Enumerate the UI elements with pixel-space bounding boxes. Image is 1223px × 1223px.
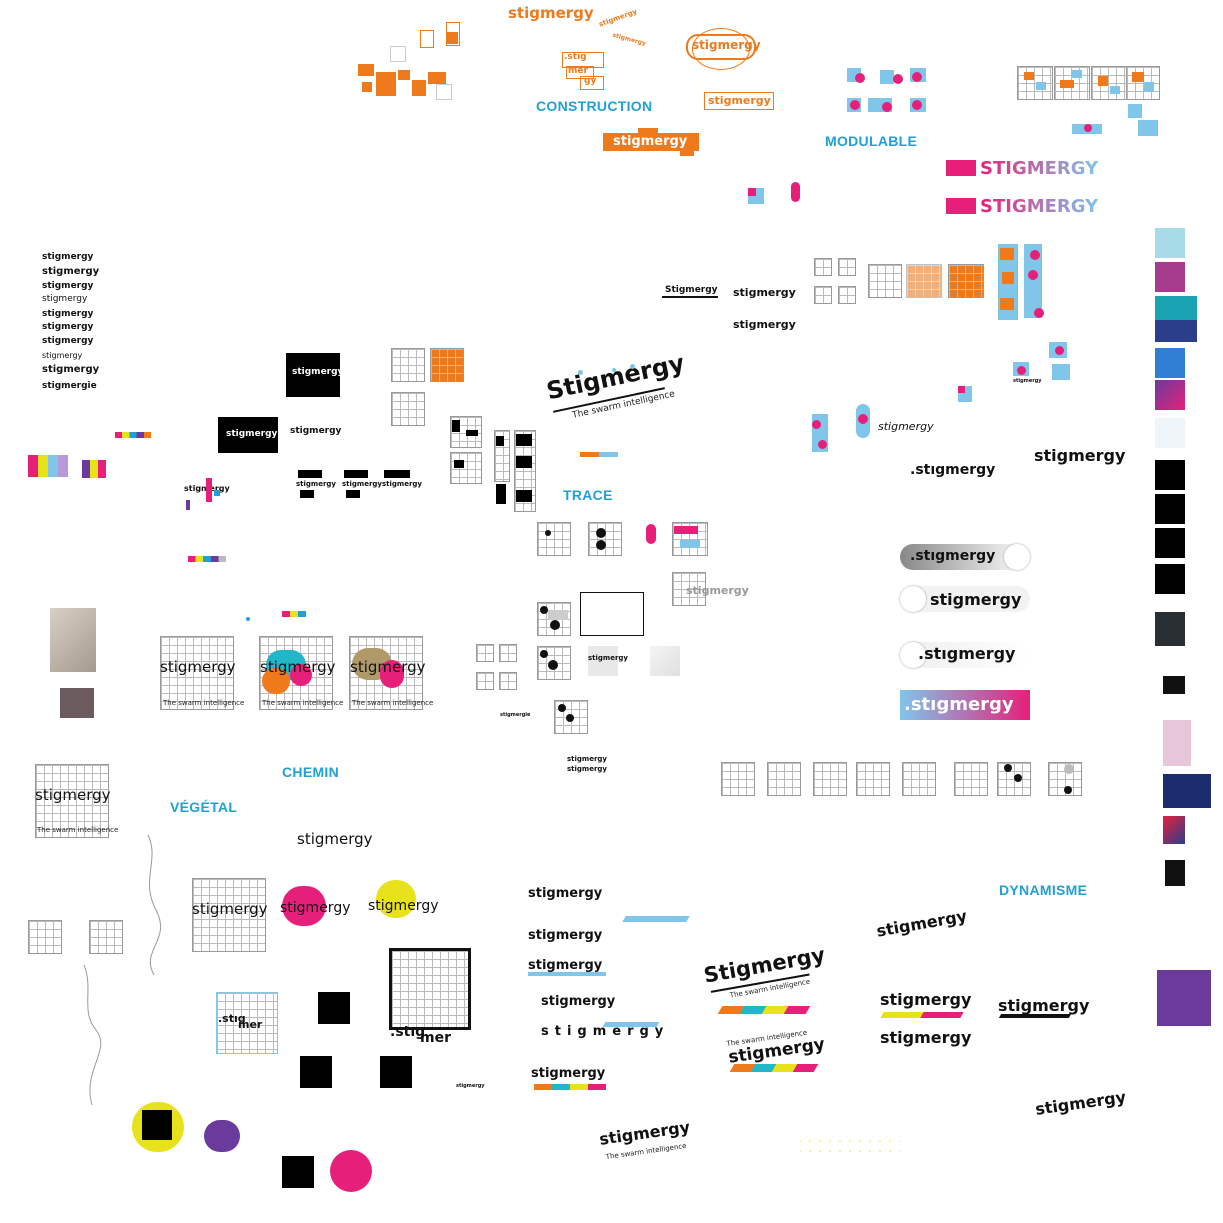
photo-sign: [50, 608, 96, 672]
construction-stacked-logo: .stıg mer gy: [562, 52, 604, 90]
wordlist-item: stigmergy: [42, 322, 94, 332]
construction-logo-scatter-2: stigmergy: [611, 31, 647, 48]
pink-pattern-icon[interactable]: [1163, 720, 1191, 766]
logo-medium-2: stigmergy: [733, 318, 796, 331]
purple-app-icon[interactable]: [1157, 970, 1211, 1026]
layers-icon[interactable]: [1155, 228, 1185, 258]
modulable-italic-logo: stigmergy: [878, 420, 934, 433]
toggle-colored: .stıgmergy: [900, 690, 1030, 720]
navy-card-icon[interactable]: [1155, 320, 1197, 342]
logo-large-right: stigmergy: [1034, 446, 1126, 465]
dark-photo-icon[interactable]: [1155, 612, 1185, 646]
logo-variant-dot: .stıgmergy: [910, 462, 996, 478]
k-icon[interactable]: [1165, 860, 1185, 886]
wordlist-item: stigmergy: [42, 336, 94, 346]
vine-lines: [83, 834, 162, 1106]
construction-filled-logo: stigmergy: [603, 133, 699, 151]
yellow-grid: [800, 1132, 900, 1154]
wordlist-item: stigmergy: [42, 252, 94, 262]
wordlist-item: stigmergy: [42, 294, 88, 304]
nodes-icon[interactable]: [1155, 528, 1185, 558]
construction-logo-top: stigmergy: [508, 4, 594, 22]
section-dynamisme: DYNAMISME: [999, 882, 1088, 898]
toggle-white: .stıgmergy: [900, 642, 1030, 668]
keyboard-icon[interactable]: [1163, 774, 1211, 808]
photo-device: [60, 688, 94, 718]
light-icon[interactable]: [1155, 418, 1185, 448]
wordlist-item: stigmergy: [42, 309, 94, 319]
wordlist-item: stigmergy: [42, 364, 100, 375]
document-icon[interactable]: [1155, 564, 1185, 594]
construction-outline-arc: [692, 28, 750, 70]
section-trace: TRACE: [563, 487, 613, 503]
grid-glyph-icon[interactable]: [1163, 676, 1185, 694]
section-modulable: MODULABLE: [825, 133, 918, 149]
construction-logo-scatter: stigmergy: [597, 7, 639, 29]
swirl-icon[interactable]: [1155, 460, 1185, 490]
black-logo-card-1: stigmergy: [286, 353, 343, 397]
dynamisme-logo-tilted-1: stigmergy: [875, 906, 969, 941]
section-chemin: CHEMIN: [282, 764, 340, 780]
home-icon[interactable]: [1155, 494, 1185, 524]
purple-gradient-icon[interactable]: [1155, 380, 1185, 410]
trace-empty-frame: [580, 592, 644, 636]
logo-medium-1: stigmergy: [733, 286, 796, 299]
square-icon[interactable]: [1155, 262, 1185, 292]
wordlist-item: stigmergy: [42, 281, 94, 291]
construction-boxed-logo: stigmergy: [704, 92, 774, 110]
toggle-light: stigmergy: [900, 586, 1030, 612]
black-logo-card-2: stigmergy: [218, 417, 278, 453]
section-construction: CONSTRUCTION: [536, 98, 653, 114]
toggle-gradient: .stıgmergy: [900, 544, 1030, 570]
small-logo-boxed: Stigmergy: [665, 285, 718, 295]
wordlist-item: stigmergy: [42, 266, 100, 277]
blue-square-icon[interactable]: [1155, 348, 1185, 378]
section-vegetal: VÉGÉTAL: [170, 799, 238, 815]
red-blue-icon[interactable]: [1163, 816, 1185, 844]
wordlist-item: stigmergy: [42, 351, 83, 360]
wordlist-item: stigmergie: [42, 381, 97, 391]
